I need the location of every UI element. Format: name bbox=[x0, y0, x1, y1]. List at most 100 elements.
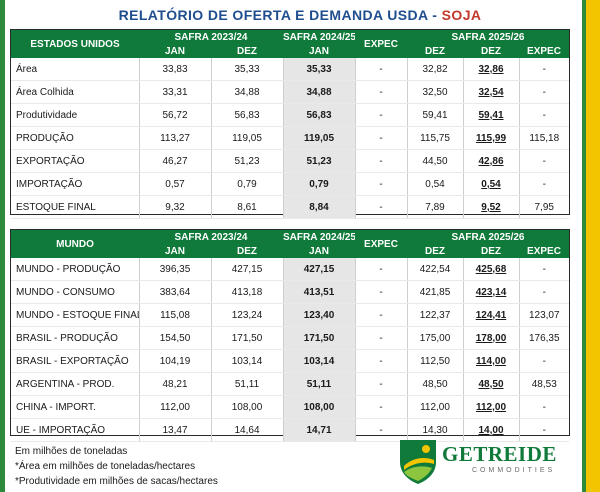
us-cell-value: 59,41 bbox=[478, 109, 504, 121]
world-row: BRASIL - PRODUÇÃO 154,50 171,50 171,50-175,… bbox=[11, 326, 570, 350]
world-cell: 175,00 bbox=[407, 326, 464, 350]
world-cell: 383,64 bbox=[139, 280, 212, 304]
us-cell: - bbox=[355, 80, 408, 104]
world-row: CHINA - IMPORT. 112,00 108,00 108,00-112,00… bbox=[11, 395, 570, 419]
world-row: MUNDO - ESTOQUE FINAL 115,08 123,24 123,40-… bbox=[11, 303, 570, 327]
footnote-productivity: *Produtividade em milhões de sacas/hecta… bbox=[15, 476, 218, 487]
logo-subtitle: COMMODITIES bbox=[472, 467, 556, 474]
us-cell: 32,86 bbox=[463, 58, 520, 81]
world-cell: - bbox=[355, 418, 408, 442]
world-col-expec-1: EXPEC bbox=[355, 230, 407, 258]
world-cell: 176,35 bbox=[519, 326, 570, 350]
us-cell: 51,23 bbox=[283, 149, 356, 173]
world-cell: 48,53 bbox=[519, 372, 570, 396]
world-cell: 427,15 bbox=[211, 258, 284, 281]
world-cell-value: 48,50 bbox=[478, 378, 504, 390]
world-row: MUNDO - CONSUMO 383,64 413,18 413,51-421,85… bbox=[11, 280, 570, 304]
world-supply-demand-table: MUNDO SAFRA 2023/24 SAFRA 2024/25 EXPEC … bbox=[11, 230, 570, 442]
us-cell: 51,23 bbox=[211, 149, 284, 173]
us-cell: 8,84 bbox=[283, 195, 356, 219]
us-cell: 35,33 bbox=[283, 58, 356, 81]
getreide-emblem-icon bbox=[400, 440, 436, 484]
world-table-heading: MUNDO bbox=[11, 230, 139, 258]
us-cell: 113,27 bbox=[139, 126, 212, 150]
world-cell: 112,00 bbox=[139, 395, 212, 419]
world-cell: 124,41 bbox=[463, 303, 520, 327]
us-cell-value: 32,86 bbox=[478, 63, 504, 75]
world-header-row-1: MUNDO SAFRA 2023/24 SAFRA 2024/25 EXPEC … bbox=[11, 230, 570, 258]
us-cell: - bbox=[519, 80, 570, 104]
us-row: IMPORTAÇÃO 0,57 0,79 0,79-0,54 0,54- bbox=[11, 172, 570, 196]
world-cell: 103,14 bbox=[211, 349, 284, 373]
us-row-label: Área Colhida bbox=[11, 80, 140, 104]
world-cell: 171,50 bbox=[211, 326, 284, 350]
world-cell: 103,14 bbox=[283, 349, 356, 373]
title-separator: - bbox=[428, 7, 442, 23]
us-cell: 8,61 bbox=[211, 195, 284, 219]
world-col-safra-2024-25: SAFRA 2024/25 bbox=[283, 230, 355, 244]
world-cell: 171,50 bbox=[283, 326, 356, 350]
us-cell: - bbox=[355, 103, 408, 127]
us-cell-value: 42,86 bbox=[478, 155, 504, 167]
logo-name: GETREIDE bbox=[442, 442, 557, 466]
us-cell-value: 32,54 bbox=[478, 86, 504, 98]
us-col-safra-2024-25: SAFRA 2024/25 bbox=[283, 30, 355, 44]
us-col-dez-1: DEZ bbox=[211, 44, 283, 58]
us-row-label: ESTOQUE FINAL bbox=[11, 195, 140, 219]
us-cell: - bbox=[519, 172, 570, 196]
world-cell: 48,21 bbox=[139, 372, 212, 396]
getreide-logo: GETREIDE COMMODITIES bbox=[396, 436, 566, 488]
world-col-jan-2: JAN bbox=[283, 244, 355, 258]
us-cell: 32,82 bbox=[407, 58, 464, 81]
world-cell: 14,71 bbox=[283, 418, 356, 442]
world-row-label: MUNDO - PRODUÇÃO bbox=[11, 258, 140, 281]
world-cell: 48,50 bbox=[463, 372, 520, 396]
us-cell: 9,52 bbox=[463, 195, 520, 219]
world-row: MUNDO - PRODUÇÃO 396,35 427,15 427,15-422,5… bbox=[11, 258, 570, 281]
world-cell: - bbox=[355, 280, 408, 304]
world-cell: 122,37 bbox=[407, 303, 464, 327]
world-row: BRASIL - EXPORTAÇÃO 104,19 103,14 103,14-11… bbox=[11, 349, 570, 373]
world-cell: 123,40 bbox=[283, 303, 356, 327]
world-cell: 423,14 bbox=[463, 280, 520, 304]
us-row-label: EXPORTAÇÃO bbox=[11, 149, 140, 173]
world-cell: 13,47 bbox=[139, 418, 212, 442]
us-cell: 115,75 bbox=[407, 126, 464, 150]
us-cell: 59,41 bbox=[463, 103, 520, 127]
us-col-dez-3: DEZ bbox=[463, 44, 519, 58]
world-cell: - bbox=[355, 258, 408, 281]
world-cell: - bbox=[355, 303, 408, 327]
world-cell: 123,07 bbox=[519, 303, 570, 327]
world-cell: 425,68 bbox=[463, 258, 520, 281]
us-cell: 32,50 bbox=[407, 80, 464, 104]
us-cell: 9,32 bbox=[139, 195, 212, 219]
world-row-label: MUNDO - ESTOQUE FINAL bbox=[11, 303, 140, 327]
world-col-dez-1: DEZ bbox=[211, 244, 283, 258]
us-cell: 44,50 bbox=[407, 149, 464, 173]
world-cell: 51,11 bbox=[211, 372, 284, 396]
us-cell: 46,27 bbox=[139, 149, 212, 173]
world-cell: - bbox=[355, 372, 408, 396]
us-header-row-2: JAN DEZ JAN DEZ DEZ EXPEC bbox=[11, 44, 570, 58]
us-row-label: IMPORTAÇÃO bbox=[11, 172, 140, 196]
world-cell: 178,00 bbox=[463, 326, 520, 350]
us-cell: 35,33 bbox=[211, 58, 284, 81]
world-row-label: UE - IMPORTAÇÃO bbox=[11, 418, 140, 442]
us-cell: 7,95 bbox=[519, 195, 570, 219]
world-col-dez-3: DEZ bbox=[463, 244, 519, 258]
world-cell: 115,08 bbox=[139, 303, 212, 327]
us-cell: - bbox=[355, 58, 408, 81]
us-cell: - bbox=[519, 149, 570, 173]
us-col-safra-2025-26: SAFRA 2025/26 bbox=[407, 30, 570, 44]
us-row-label: PRODUÇÃO bbox=[11, 126, 140, 150]
us-cell: - bbox=[355, 172, 408, 196]
us-cell: 42,86 bbox=[463, 149, 520, 173]
footnote-area: *Área em milhões de toneladas/hectares bbox=[15, 461, 196, 472]
us-col-jan-1: JAN bbox=[139, 44, 211, 58]
us-col-expec-1: EXPEC bbox=[355, 30, 407, 58]
world-cell-value: 425,68 bbox=[475, 263, 507, 275]
us-table-heading: ESTADOS UNIDOS bbox=[11, 30, 139, 58]
us-cell-value: 115,99 bbox=[475, 132, 507, 144]
us-col-jan-2: JAN bbox=[283, 44, 355, 58]
world-cell: 114,00 bbox=[463, 349, 520, 373]
